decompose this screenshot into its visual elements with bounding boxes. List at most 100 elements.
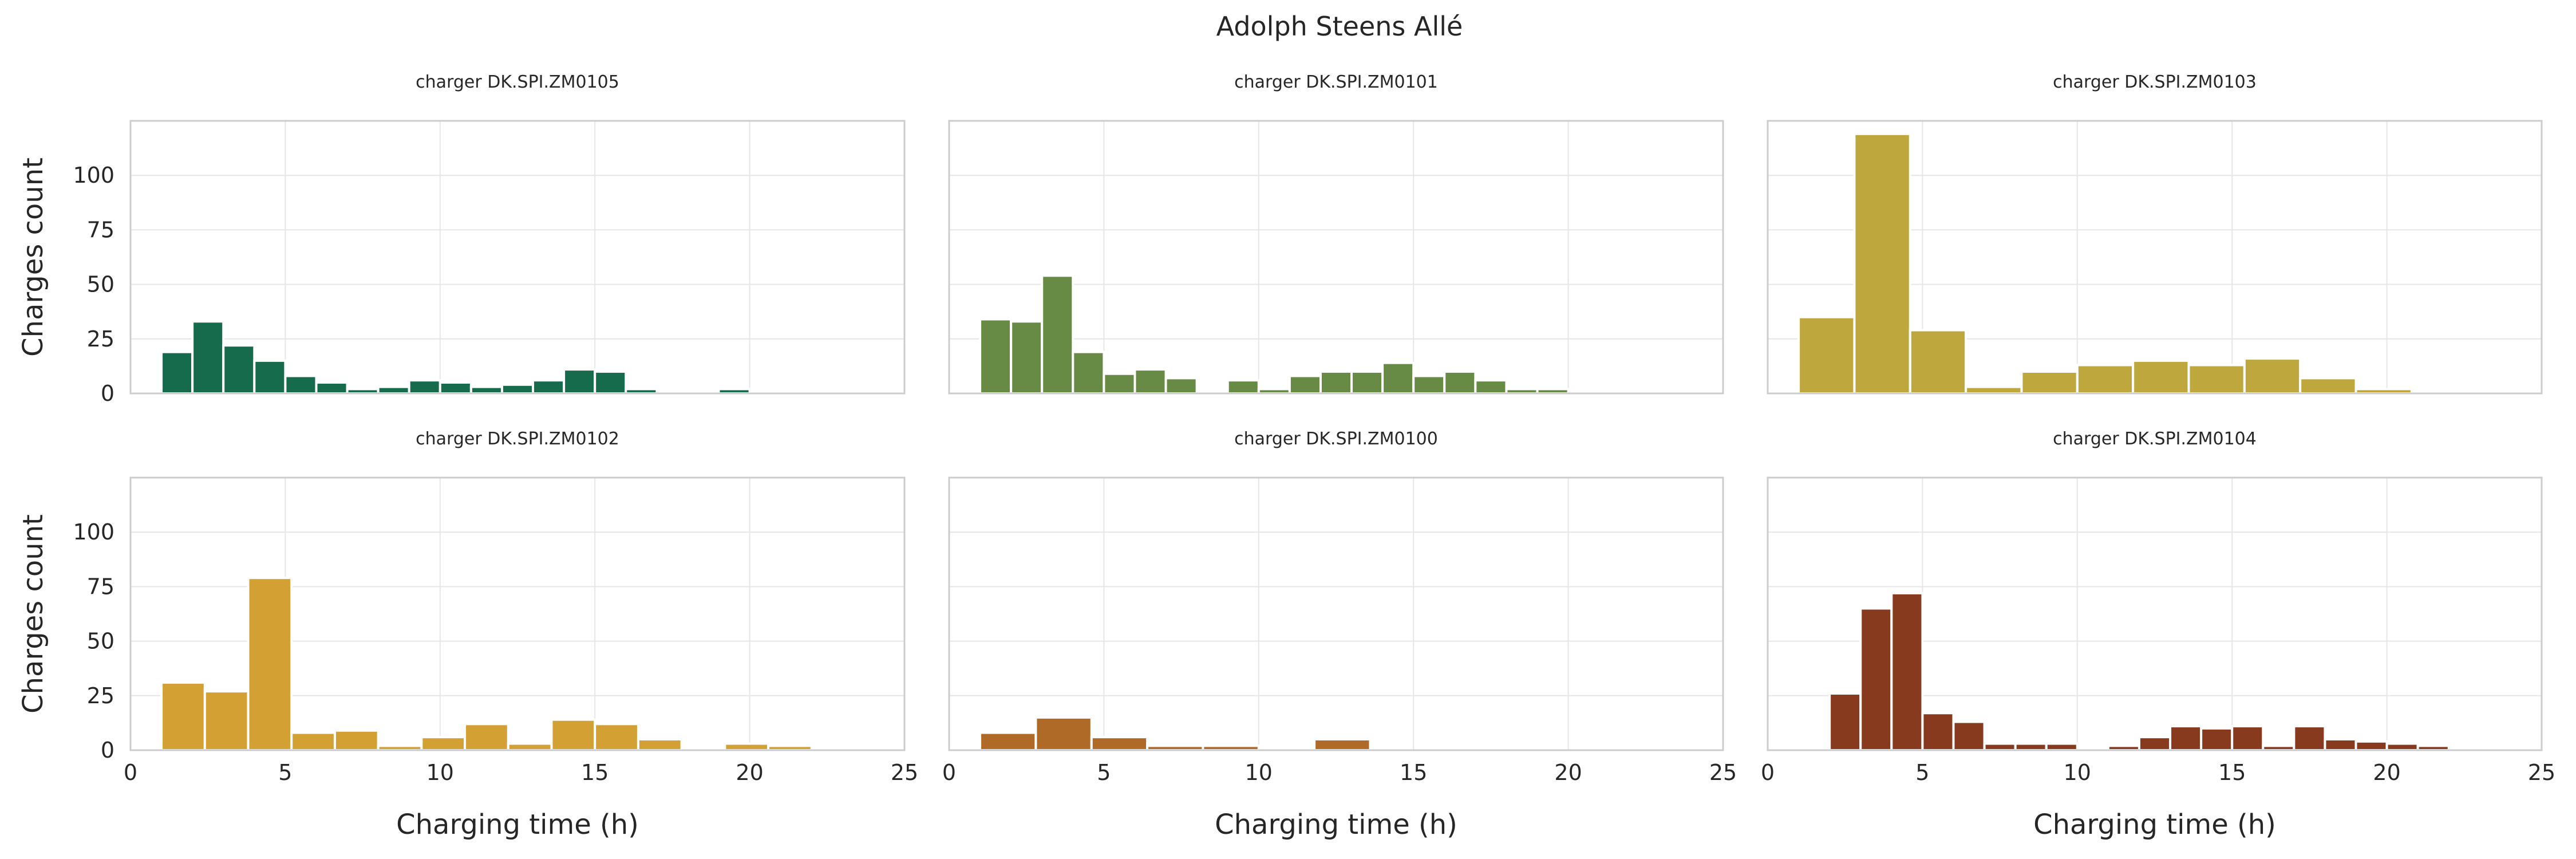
x-tick-label: 20 — [1554, 760, 1582, 785]
x-axis-label: Charging time (h) — [396, 809, 639, 841]
x-tick-label: 15 — [581, 760, 609, 785]
histogram-bar — [637, 738, 683, 751]
histogram-bar — [1164, 377, 1198, 395]
histogram-bar — [1381, 361, 1415, 395]
histogram-bar — [1859, 607, 1893, 751]
histogram-bar — [1072, 350, 1105, 395]
x-tick-label: 25 — [891, 760, 918, 785]
x-tick-label: 10 — [426, 760, 454, 785]
x-tick-label: 0 — [1761, 760, 1775, 785]
histogram-bar — [979, 318, 1013, 395]
panel-5: charger DK.SPI.ZM0100 0 5 10 15 20 25 Charging … — [942, 429, 1737, 841]
x-tick-label: 10 — [1245, 760, 1273, 785]
axes-frame — [1767, 120, 2543, 395]
histogram-bar — [1983, 742, 2017, 752]
histogram-bar — [979, 731, 1037, 752]
histogram-bar — [2299, 377, 2357, 395]
histogram-bar — [247, 577, 293, 752]
histogram-bar — [315, 381, 349, 395]
histogram-bar — [1103, 372, 1136, 395]
panel-title: charger DK.SPI.ZM0102 — [416, 429, 619, 449]
histogram-bar — [2231, 725, 2265, 752]
axes-frame — [948, 120, 1724, 395]
x-tick-label: 0 — [942, 760, 956, 785]
histogram-bar — [253, 359, 287, 395]
histogram-bar — [2076, 364, 2135, 395]
panel-title: charger DK.SPI.ZM0100 — [1234, 429, 1438, 449]
y-axis-label: Charges count — [17, 157, 49, 357]
histogram-bar — [1034, 716, 1093, 752]
y-axis-label: Charges count — [17, 514, 49, 714]
histogram-bar — [2045, 742, 2079, 752]
histogram-bar — [191, 320, 225, 395]
histogram-bar — [594, 723, 639, 751]
histogram-bar — [2020, 370, 2079, 395]
y-tick-label: 50 — [87, 629, 114, 654]
x-tick-label: 15 — [2218, 760, 2246, 785]
x-tick-label: 0 — [124, 760, 137, 785]
x-tick-label: 20 — [2373, 760, 2400, 785]
x-tick-label: 15 — [1400, 760, 1427, 785]
histogram-bar — [2132, 359, 2190, 395]
histogram-bar — [2243, 357, 2302, 395]
panel-3: charger DK.SPI.ZM0103 — [1767, 72, 2543, 395]
panel-title: charger DK.SPI.ZM0101 — [1234, 72, 1438, 92]
histogram-bar — [2138, 736, 2172, 751]
figure-title: Adolph Steens Allé — [1216, 11, 1463, 42]
histogram-bar — [1010, 320, 1044, 395]
x-tick-label: 5 — [278, 760, 292, 785]
histogram-bar — [2200, 727, 2234, 752]
x-tick-label: 25 — [1709, 760, 1737, 785]
histogram-bar — [2354, 740, 2388, 751]
histogram-bar — [1797, 316, 1856, 395]
histogram-bar — [563, 368, 596, 395]
histogram-bar — [1890, 592, 1924, 751]
histogram-bar — [2187, 364, 2246, 395]
x-tick-label: 5 — [1915, 760, 1929, 785]
axes-frame — [948, 476, 1724, 751]
axes-frame — [129, 120, 906, 395]
y-tick-label: 25 — [87, 326, 114, 352]
histogram-bar — [1319, 370, 1353, 395]
x-tick-label: 5 — [1097, 760, 1111, 785]
panel-title: charger DK.SPI.ZM0104 — [2053, 429, 2257, 449]
x-axis-label: Charging time (h) — [1215, 809, 1457, 841]
y-tick-label: 75 — [87, 574, 114, 599]
y-tick-label: 100 — [73, 163, 114, 188]
histogram-bar — [1313, 738, 1372, 751]
y-tick-label: 100 — [73, 519, 114, 545]
histogram-bar — [408, 379, 441, 395]
histogram-bar — [1133, 368, 1167, 395]
histogram-bar — [500, 383, 535, 395]
histogram-bar — [1474, 379, 1508, 395]
histogram-bar — [1853, 132, 1911, 395]
histogram-bar — [203, 690, 250, 751]
histogram-bar — [1090, 736, 1149, 751]
y-tick-label: 75 — [87, 217, 114, 242]
x-tick-label: 20 — [736, 760, 763, 785]
histogram-bar — [2385, 742, 2419, 752]
histogram-bar — [377, 385, 410, 395]
histogram-bar — [290, 731, 336, 752]
histogram-bar — [1350, 370, 1384, 395]
histogram-bar — [1443, 370, 1477, 395]
panel-1: charger DK.SPI.ZM0105 0 25 50 75 100 Charges c… — [17, 72, 906, 406]
x-axis-label: Charging time (h) — [2033, 809, 2276, 841]
histogram-bar — [724, 742, 770, 752]
y-tick-label: 0 — [101, 381, 114, 406]
histogram-bar — [550, 718, 596, 751]
histogram-bar — [1226, 379, 1260, 395]
histogram-bar — [222, 344, 256, 395]
x-tick-label: 10 — [2064, 760, 2091, 785]
histogram-bar — [284, 375, 318, 395]
histogram-bar — [160, 350, 194, 395]
histogram-bar — [2014, 742, 2048, 752]
panel-6: charger DK.SPI.ZM0104 0 5 10 15 20 25 Charging … — [1761, 429, 2555, 841]
histogram-bar — [1921, 712, 1955, 752]
histogram-bar — [1828, 692, 1862, 751]
histogram-bar — [2169, 725, 2203, 752]
histogram-bar — [1965, 385, 2023, 395]
y-tick-label: 25 — [87, 683, 114, 708]
histogram-bar — [532, 379, 566, 395]
